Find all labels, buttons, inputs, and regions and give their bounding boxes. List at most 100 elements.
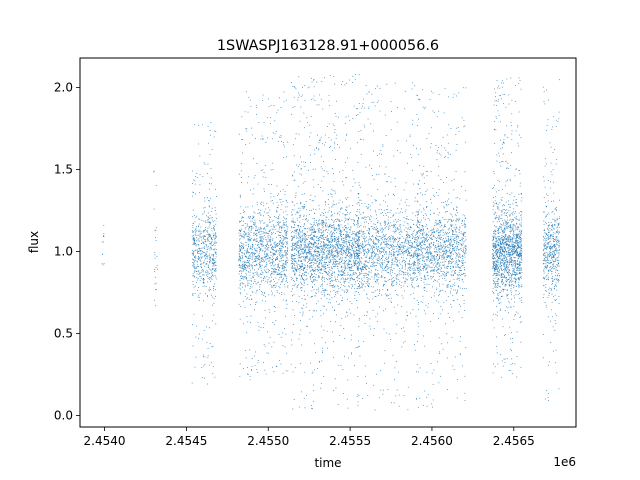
data-point bbox=[286, 243, 287, 245]
data-point bbox=[265, 259, 266, 261]
data-point bbox=[250, 294, 252, 296]
data-point bbox=[332, 284, 334, 286]
data-point bbox=[192, 293, 194, 295]
data-point bbox=[384, 227, 386, 229]
data-point bbox=[242, 261, 244, 263]
data-point bbox=[248, 258, 250, 260]
data-point bbox=[247, 206, 249, 208]
data-point bbox=[293, 294, 295, 296]
data-point bbox=[291, 279, 293, 281]
data-point bbox=[285, 275, 287, 276]
data-point bbox=[368, 298, 370, 300]
data-point bbox=[303, 216, 305, 217]
data-point bbox=[318, 104, 320, 106]
data-point bbox=[328, 254, 330, 255]
data-point bbox=[352, 82, 353, 83]
data-point bbox=[296, 267, 298, 269]
data-point bbox=[266, 246, 267, 248]
data-point bbox=[329, 250, 331, 251]
data-point bbox=[200, 237, 202, 239]
data-point bbox=[270, 117, 272, 119]
data-point bbox=[215, 261, 217, 263]
data-point bbox=[205, 253, 207, 255]
data-point bbox=[156, 265, 158, 267]
data-point bbox=[247, 238, 249, 240]
data-point bbox=[285, 224, 287, 226]
data-point bbox=[247, 182, 248, 184]
data-point bbox=[211, 237, 213, 239]
data-point bbox=[260, 228, 262, 230]
data-point bbox=[197, 261, 199, 263]
data-point bbox=[312, 259, 314, 260]
data-point bbox=[345, 209, 347, 211]
data-point bbox=[349, 229, 351, 231]
data-point bbox=[196, 177, 198, 178]
data-point bbox=[353, 245, 354, 247]
data-point bbox=[291, 236, 293, 237]
data-point bbox=[309, 246, 311, 248]
data-point bbox=[102, 264, 104, 266]
data-point bbox=[267, 224, 269, 226]
data-point bbox=[340, 266, 342, 268]
data-point bbox=[270, 104, 272, 106]
data-point bbox=[249, 349, 251, 351]
data-point bbox=[291, 257, 292, 259]
data-point bbox=[350, 226, 352, 228]
data-point bbox=[313, 243, 314, 245]
data-point bbox=[277, 267, 279, 268]
data-point bbox=[215, 237, 217, 239]
data-point bbox=[346, 240, 348, 242]
data-point bbox=[267, 137, 268, 139]
data-point bbox=[331, 227, 333, 229]
data-point bbox=[259, 255, 260, 257]
data-point bbox=[292, 324, 294, 325]
data-point bbox=[341, 244, 342, 246]
data-point bbox=[257, 321, 259, 323]
data-point bbox=[327, 274, 328, 276]
data-point bbox=[320, 234, 322, 236]
data-point bbox=[245, 267, 247, 268]
data-point bbox=[300, 226, 302, 228]
data-point bbox=[254, 212, 256, 214]
data-point bbox=[264, 190, 265, 192]
data-point bbox=[340, 256, 342, 258]
data-point bbox=[241, 235, 243, 237]
data-point bbox=[212, 366, 214, 367]
data-point bbox=[385, 181, 387, 183]
data-point bbox=[250, 277, 252, 279]
data-point bbox=[307, 87, 309, 89]
data-point bbox=[290, 256, 292, 258]
data-point bbox=[254, 279, 256, 281]
data-point bbox=[335, 265, 337, 267]
data-point bbox=[408, 253, 410, 254]
data-point bbox=[338, 146, 340, 148]
data-point bbox=[334, 280, 336, 282]
data-point bbox=[283, 263, 285, 265]
data-point bbox=[208, 364, 210, 366]
data-point bbox=[322, 231, 323, 233]
data-point bbox=[394, 248, 395, 250]
data-point bbox=[283, 101, 285, 103]
data-point bbox=[323, 170, 325, 172]
data-point bbox=[304, 234, 306, 235]
data-point bbox=[256, 290, 258, 292]
data-point bbox=[102, 253, 103, 255]
data-point bbox=[199, 259, 201, 261]
data-point bbox=[377, 220, 379, 222]
data-point bbox=[320, 285, 321, 287]
data-point bbox=[341, 234, 343, 235]
data-point bbox=[300, 287, 301, 289]
data-point bbox=[297, 207, 299, 209]
data-point bbox=[245, 232, 247, 234]
data-point bbox=[257, 258, 259, 260]
data-point bbox=[254, 256, 256, 258]
data-point bbox=[337, 364, 339, 366]
data-point bbox=[251, 291, 253, 293]
data-point bbox=[360, 257, 362, 258]
data-point bbox=[359, 239, 360, 241]
data-point bbox=[304, 250, 306, 252]
data-point bbox=[245, 232, 247, 234]
data-point bbox=[352, 186, 354, 187]
data-point bbox=[347, 250, 349, 252]
data-point bbox=[250, 252, 252, 254]
